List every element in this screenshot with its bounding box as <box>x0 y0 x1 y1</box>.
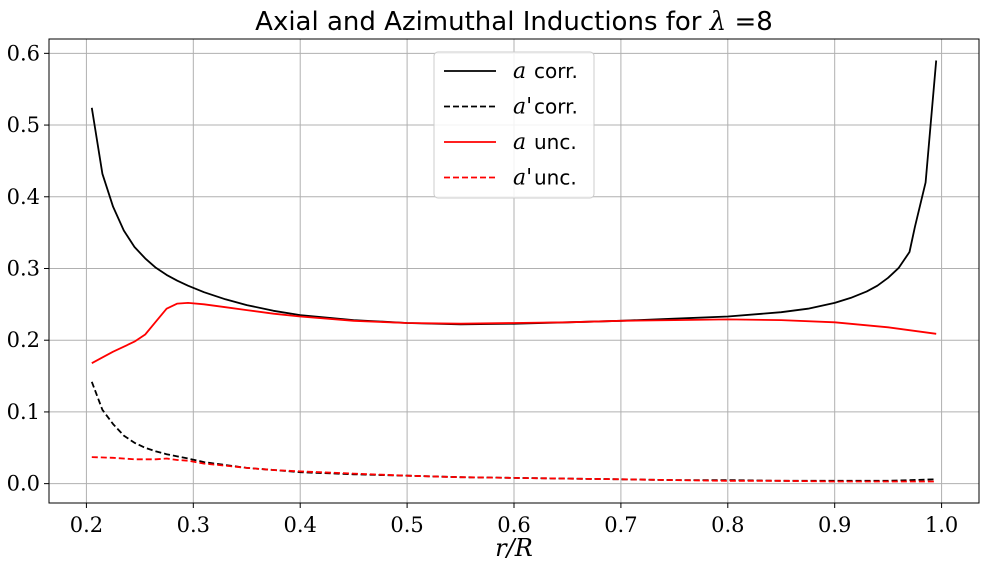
x-tick-label: 0.2 <box>70 513 103 537</box>
legend-box <box>433 51 595 199</box>
x-tick-label: 0.3 <box>177 513 210 537</box>
series-line-4 <box>91 456 937 483</box>
x-tick-label: 0.8 <box>711 513 744 537</box>
y-tick-label: 0.0 <box>7 472 40 496</box>
y-tick-label: 0.6 <box>7 41 40 65</box>
chart-title: Axial and Azimuthal Inductions for λ =8 <box>255 7 773 37</box>
chart-title-suffix: =8 <box>726 7 773 37</box>
legend: a corr.a' corr.a unc.a' unc. <box>433 51 595 199</box>
x-tick-label: 0.4 <box>284 513 317 537</box>
chart-title-symbol: λ <box>709 7 726 37</box>
y-tick-label: 0.4 <box>7 185 40 209</box>
x-tick-label: 1.0 <box>925 513 958 537</box>
legend-label: unc. <box>534 166 577 190</box>
x-tick-label: 0.5 <box>390 513 423 537</box>
chart-title-prefix: Axial and Azimuthal Inductions for <box>255 7 710 37</box>
x-tick-label: 0.7 <box>604 513 637 537</box>
series-line-3 <box>91 301 937 364</box>
legend-symbol: a' <box>513 95 532 120</box>
legend-label: corr. <box>534 59 578 83</box>
x-tick-label: 0.6 <box>497 513 530 537</box>
legend-symbol: a' <box>513 166 532 191</box>
axis-ticks: 0.2 0.3 0.4 0.5 0.6 0.7 0.8 0.9 1.0 0.0 0.1 0.2 0.3 0… <box>7 41 959 537</box>
y-tick-label: 0.2 <box>7 328 40 352</box>
legend-label: unc. <box>534 130 577 154</box>
x-axis-label: r/R <box>495 534 533 562</box>
legend-label: corr. <box>534 95 578 119</box>
y-tick-label: 0.1 <box>7 400 40 424</box>
legend-symbol: a <box>513 59 526 84</box>
series-lines <box>90 60 938 483</box>
x-tick-label: 0.9 <box>818 513 851 537</box>
y-tick-label: 0.3 <box>7 256 40 280</box>
y-tick-label: 0.5 <box>7 113 40 137</box>
legend-symbol: a <box>513 130 526 155</box>
